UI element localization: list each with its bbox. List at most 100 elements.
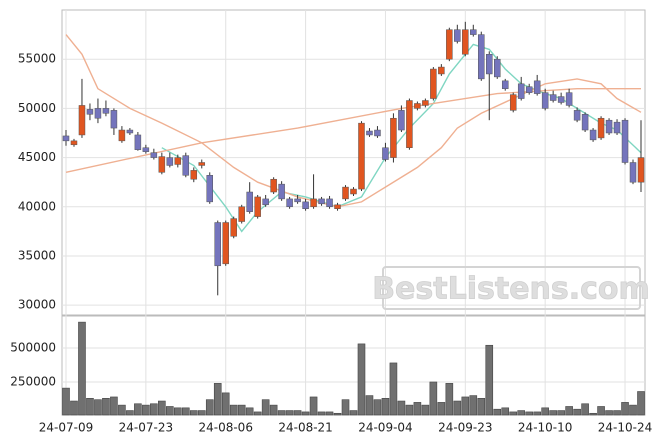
candle-body <box>318 198 325 205</box>
candle-body <box>158 156 166 173</box>
volume-bar <box>549 410 557 416</box>
volume-bar <box>581 403 589 416</box>
volume-bar <box>166 406 174 416</box>
candle-body <box>462 29 469 55</box>
volume-bar <box>613 410 621 416</box>
candle-body <box>398 110 405 131</box>
volume-bar <box>285 410 294 416</box>
candle-body <box>214 222 221 267</box>
volume-bar <box>309 396 318 416</box>
volume-bar <box>213 383 222 416</box>
candle-body <box>382 147 389 160</box>
candle-body <box>102 108 110 114</box>
candle-body <box>230 218 237 237</box>
volume-bar <box>245 407 254 416</box>
volume-bar <box>453 400 462 416</box>
candle-body <box>470 29 477 35</box>
volume-bar <box>142 404 150 416</box>
candle-body <box>70 140 78 146</box>
volume-bar <box>229 404 238 416</box>
candle-body <box>629 162 637 183</box>
volume-bar <box>78 321 86 416</box>
volume-bar <box>293 410 302 416</box>
volume-bar <box>301 411 310 416</box>
candle-body <box>581 114 589 131</box>
candle-body <box>637 157 645 183</box>
volume-bar <box>158 400 166 416</box>
candle-body <box>222 222 229 265</box>
text-layer: 30000 35000 40000 45000 50000 55000 250000 5000… <box>10 52 652 435</box>
candle-body <box>454 29 461 42</box>
volume-tick-label: 500000 <box>10 340 56 354</box>
volume-bar <box>181 407 190 416</box>
candle-body <box>446 29 453 60</box>
volume-bar <box>205 399 214 416</box>
volume-bar <box>597 406 605 416</box>
volume-bar <box>189 410 198 416</box>
candle-body <box>94 108 102 119</box>
volume-bar <box>86 398 94 416</box>
candle-body <box>294 198 301 203</box>
candle-body <box>525 86 533 93</box>
candle-body <box>110 110 118 129</box>
volume-bar <box>237 404 246 416</box>
candle-body <box>565 92 573 106</box>
volume-bar <box>118 404 126 416</box>
candle-body <box>478 34 485 80</box>
moving-average-line <box>65 34 642 208</box>
y-tick-label: 45000 <box>18 150 56 164</box>
volume-bar <box>461 396 470 416</box>
volume-bar <box>349 410 358 416</box>
volume-bar <box>134 403 142 416</box>
candle-body <box>142 147 150 152</box>
volume-bar <box>62 387 70 416</box>
candle-body <box>501 80 509 89</box>
candle-body <box>246 191 253 212</box>
volume-bar <box>605 410 613 416</box>
watermark-box: BestListens.com <box>372 266 650 310</box>
volume-bar <box>405 404 414 416</box>
candle-body <box>509 94 517 111</box>
candle-body <box>438 66 445 75</box>
volume-bar <box>437 402 446 416</box>
volume-bar <box>269 404 278 416</box>
candle-body <box>486 54 493 75</box>
x-tick-label: 24-07-23 <box>119 421 173 435</box>
volume-bar <box>341 399 350 416</box>
volume-bar <box>70 400 78 416</box>
volume-bar <box>557 410 565 416</box>
candle-body <box>494 58 501 78</box>
volume-bar <box>150 403 158 416</box>
volume-bar <box>365 395 374 416</box>
candle-body <box>557 96 565 103</box>
x-tick-label: 24-10-10 <box>518 421 572 435</box>
volume-bar <box>389 362 398 416</box>
candle-body <box>573 110 581 121</box>
candle-layer <box>62 21 645 296</box>
x-tick-label: 24-09-23 <box>438 421 492 435</box>
candle-body <box>166 157 174 166</box>
volume-bar <box>253 411 262 416</box>
volume-bar <box>445 383 454 416</box>
watermark: BestListens.com <box>372 272 650 307</box>
volume-bar <box>126 410 134 416</box>
volume-bar <box>197 410 206 416</box>
candle-body <box>621 119 629 163</box>
volume-bar <box>501 407 510 416</box>
vol-layer <box>62 321 645 416</box>
candle-body <box>406 100 413 148</box>
candle-body <box>278 183 285 200</box>
x-tick-label: 24-07-09 <box>39 421 93 435</box>
candle-body <box>350 188 357 195</box>
x-tick-label: 24-08-06 <box>198 421 252 435</box>
candle-body <box>302 201 309 209</box>
candle-body <box>190 170 198 180</box>
candle-body <box>126 129 134 134</box>
volume-bar <box>317 411 326 416</box>
volume-bar <box>589 412 597 416</box>
candle-body <box>310 198 317 208</box>
candle-body <box>174 157 182 165</box>
x-tick-label: 24-10-24 <box>598 421 652 435</box>
candle-body <box>422 100 429 106</box>
